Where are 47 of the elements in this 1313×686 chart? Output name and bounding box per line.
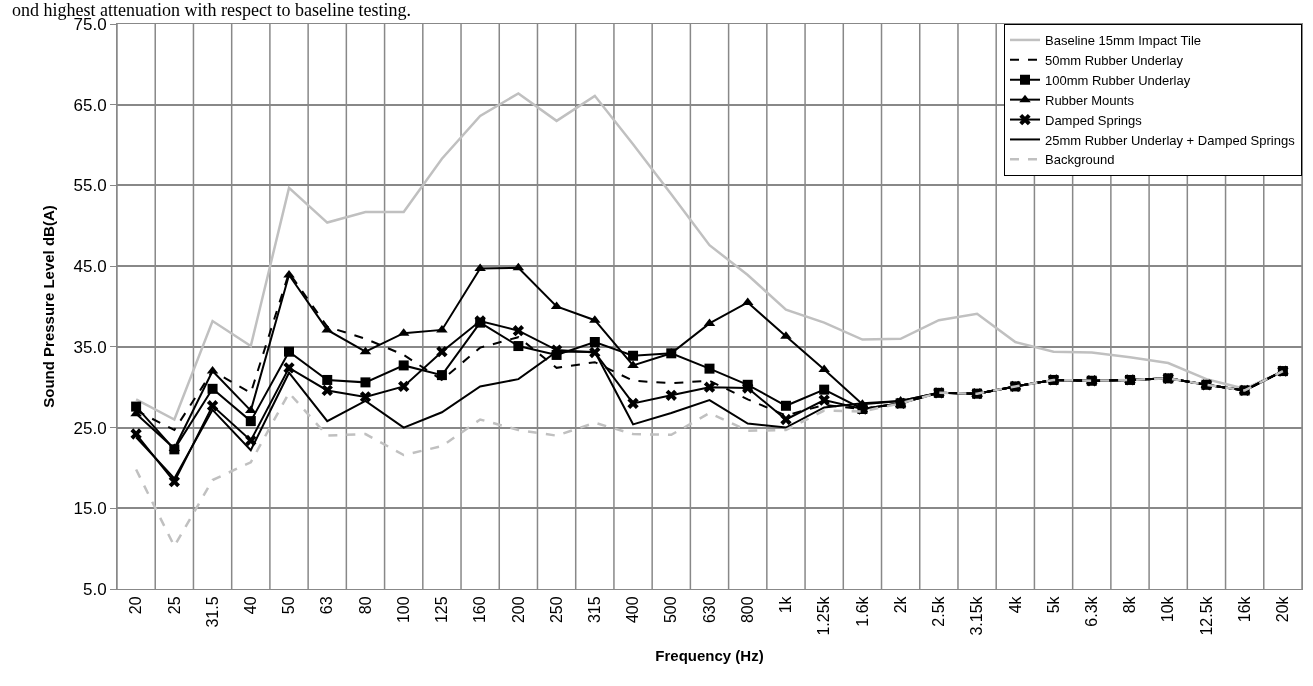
x-tick-label: 25 xyxy=(165,596,183,615)
legend-label: Background xyxy=(1045,152,1115,168)
x-tick-label: 1k xyxy=(777,595,795,614)
y-tick-label: 45.0 xyxy=(73,257,107,277)
legend-label: Baseline 15mm Impact Tile xyxy=(1045,33,1202,49)
x-tick-label: 5k xyxy=(1044,595,1062,614)
x-tick-label: 63 xyxy=(318,596,336,615)
y-tick-label: 15.0 xyxy=(73,499,107,519)
x-tick-label: 31.5 xyxy=(203,596,221,628)
x-tick-label: 4k xyxy=(1006,595,1024,614)
x-tick-label: 40 xyxy=(241,596,259,615)
x-tick-label: 250 xyxy=(547,596,565,624)
x-tick-label: 315 xyxy=(586,596,604,624)
x-tick-label: 200 xyxy=(509,596,527,624)
y-tick-label: 65.0 xyxy=(73,95,107,115)
x-tick-label: 50 xyxy=(280,596,298,615)
x-tick-label: 6.3k xyxy=(1082,595,1100,627)
x-tick-label: 160 xyxy=(471,596,489,624)
x-tick-label: 16k xyxy=(1235,595,1253,623)
legend-label: 100mm Rubber Underlay xyxy=(1045,72,1191,88)
y-tick-label: 25.0 xyxy=(73,418,107,438)
x-tick-label: 8k xyxy=(1121,595,1139,614)
x-axis-title: Frequency (Hz) xyxy=(655,646,764,664)
y-tick-label: 5.0 xyxy=(82,579,107,599)
x-tick-label: 800 xyxy=(738,596,756,624)
x-tick-label: 20 xyxy=(127,596,145,615)
x-tick-label: 1.6k xyxy=(853,595,871,627)
x-tick-label: 12.5k xyxy=(1197,595,1215,636)
x-tick-label: 400 xyxy=(624,596,642,624)
x-tick-label: 80 xyxy=(356,596,374,615)
legend-label: 50mm Rubber Underlay xyxy=(1045,52,1184,68)
x-tick-label: 125 xyxy=(433,596,451,624)
x-tick-label: 2.5k xyxy=(930,595,948,627)
y-tick-label: 55.0 xyxy=(73,176,107,196)
x-tick-label: 1.25k xyxy=(815,595,833,636)
legend-label: Rubber Mounts xyxy=(1045,92,1135,108)
x-tick-label: 3.15k xyxy=(968,595,986,636)
y-axis-title: Sound Pressure Level dB(A) xyxy=(39,205,57,408)
x-tick-label: 500 xyxy=(662,596,680,624)
x-tick-label: 100 xyxy=(394,596,412,624)
legend-label: 25mm Rubber Underlay + Damped Springs xyxy=(1045,132,1296,148)
legend-label: Damped Springs xyxy=(1045,112,1143,128)
x-tick-label: 2k xyxy=(891,595,909,614)
x-tick-label: 10k xyxy=(1159,595,1177,623)
y-tick-label: 35.0 xyxy=(73,337,107,357)
x-tick-label: 630 xyxy=(700,596,718,624)
x-tick-label: 20k xyxy=(1274,595,1292,623)
